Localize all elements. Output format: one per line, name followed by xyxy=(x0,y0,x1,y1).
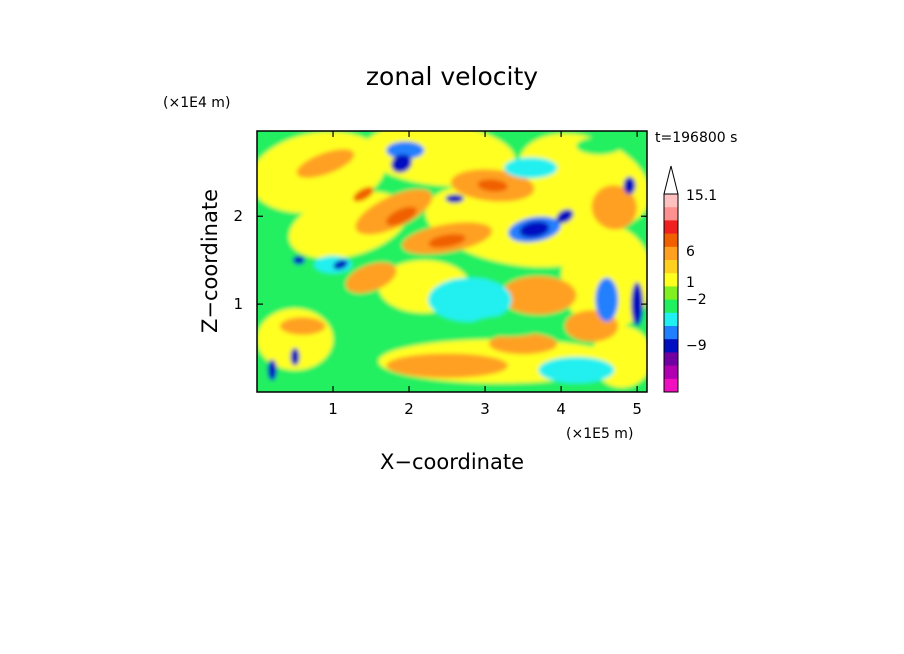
colorbar-swatch xyxy=(664,207,678,221)
colorbar-swatch xyxy=(664,326,678,340)
colorbar-swatch xyxy=(664,286,678,300)
colorbar-label: 15.1 xyxy=(686,188,717,204)
colorbar-label: −9 xyxy=(686,338,707,354)
colorbar-swatch xyxy=(664,365,678,380)
plot-frame xyxy=(256,130,648,393)
x-tick-label: 5 xyxy=(632,400,642,418)
colorbar-overflow-triangle xyxy=(663,165,679,195)
x-axis-title: X−coordinate xyxy=(380,450,524,474)
colorbar-label: −2 xyxy=(686,292,707,308)
y-ticks: 12 xyxy=(233,207,647,313)
colorbar-swatch xyxy=(664,299,678,314)
y-tick-label: 2 xyxy=(233,207,243,225)
x-tick-label: 3 xyxy=(480,400,490,418)
colorbar-swatch xyxy=(664,273,678,287)
x-tick-label: 1 xyxy=(328,400,338,418)
time-label: t=196800 s xyxy=(655,130,737,146)
colorbar-swatch xyxy=(664,246,678,261)
colorbar-label: 1 xyxy=(686,275,695,291)
colorbar-swatch xyxy=(664,194,678,208)
velocity-field xyxy=(257,131,647,392)
y-tick-label: 1 xyxy=(233,295,243,313)
colorbar-swatch xyxy=(664,352,678,366)
y-unit-label: (×1E4 m) xyxy=(163,95,230,111)
colorbar-swatch xyxy=(664,233,678,248)
chart-title: zonal velocity xyxy=(366,62,538,91)
colorbar-swatch xyxy=(664,260,678,274)
colorbar-frame xyxy=(663,193,679,393)
colorbar-swatch xyxy=(664,220,678,234)
colorbar-swatch xyxy=(664,312,678,327)
x-tick-label: 4 xyxy=(556,400,566,418)
x-ticks: 1 2 3 4 5 xyxy=(328,131,642,418)
colorbar-swatch xyxy=(664,339,678,353)
y-axis-title: Z−coordinate xyxy=(198,189,222,333)
colorbar: 15.1 6 1−2 −9 xyxy=(663,165,717,393)
colorbar-label: 6 xyxy=(686,244,695,260)
x-unit-label: (×1E5 m) xyxy=(566,426,633,442)
colorbar-swatch xyxy=(664,378,678,393)
x-tick-label: 2 xyxy=(404,400,414,418)
